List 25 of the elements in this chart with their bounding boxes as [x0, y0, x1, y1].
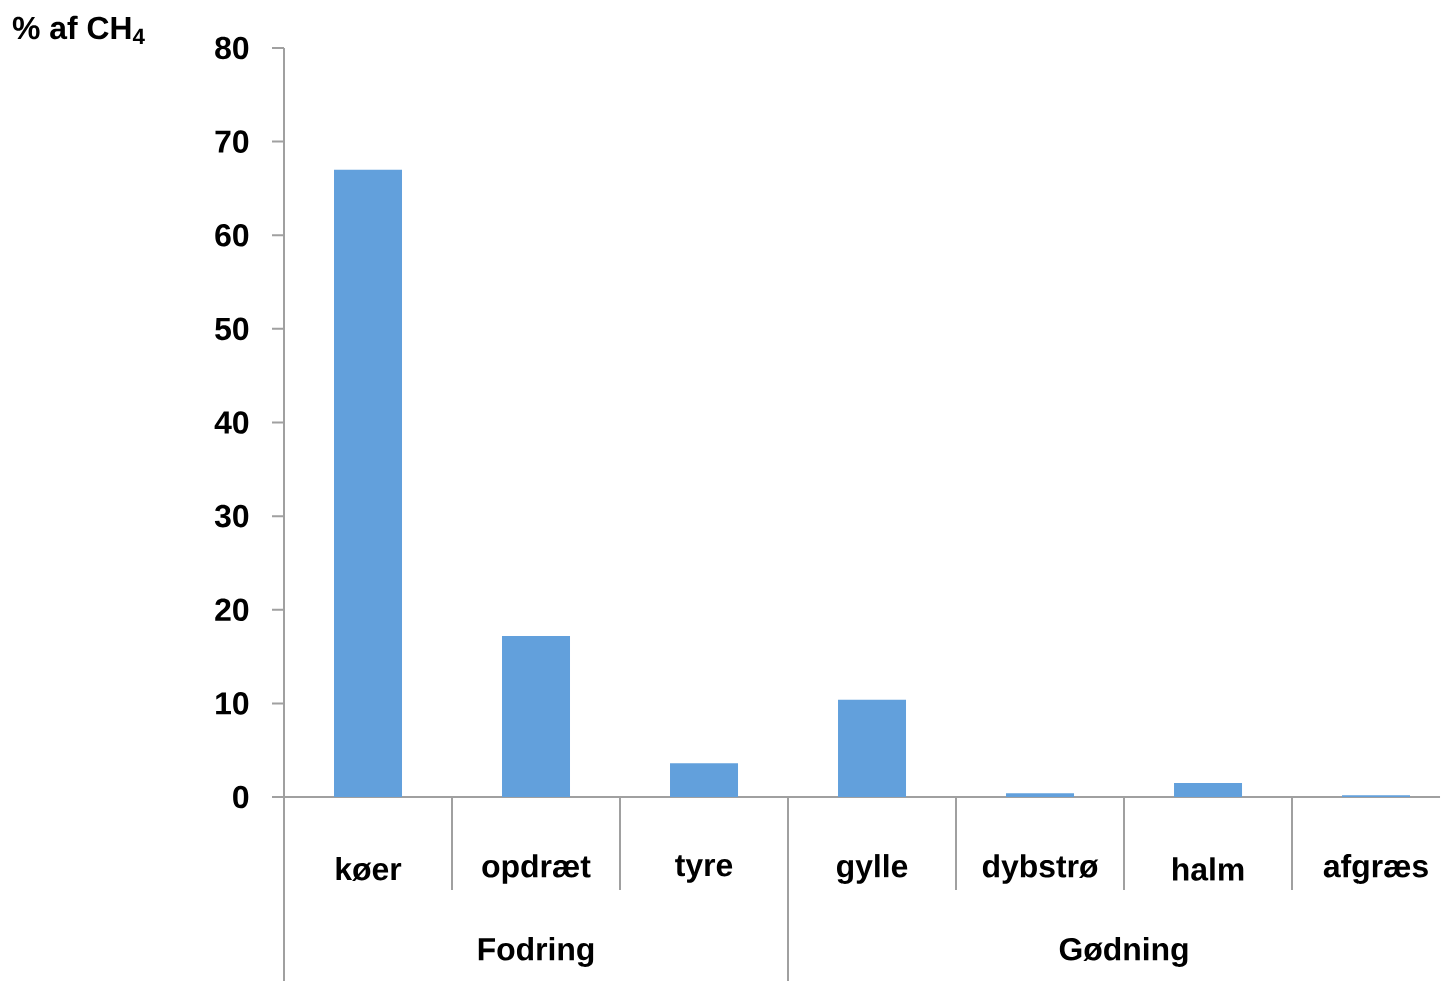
bar	[838, 699, 907, 797]
text: Fodring	[478, 937, 594, 967]
x-tick-label: afgræs	[1323, 854, 1428, 884]
x-tick-label: køer	[336, 857, 402, 881]
x-tick-label: dybstrø	[982, 854, 1099, 884]
bar	[670, 763, 739, 797]
y-tick-label: 60	[215, 223, 249, 247]
y-tick-label: 30	[214, 504, 249, 528]
y-tick-label: 10	[216, 692, 249, 715]
text: Gødning	[1059, 937, 1188, 967]
y-axis-title: % af CH$_{4}$	[12, 15, 145, 45]
x-tick-label: tyre	[675, 855, 733, 883]
bar	[1174, 782, 1243, 797]
y-tick-label: 50	[215, 317, 249, 341]
y-tick-label: 70	[215, 130, 249, 153]
y-tick-label: 40	[214, 411, 249, 434]
x-tick-label: gylle	[837, 854, 908, 884]
bar	[334, 169, 403, 797]
bar	[1006, 793, 1075, 797]
x-tick-label: halm	[1173, 857, 1244, 881]
y-tick-label: 80	[215, 36, 249, 60]
bar	[502, 635, 571, 797]
y-tick-label: 20	[215, 598, 249, 622]
y-tick-label: 0	[233, 785, 249, 809]
x-tick-label: opdræt	[482, 854, 591, 884]
